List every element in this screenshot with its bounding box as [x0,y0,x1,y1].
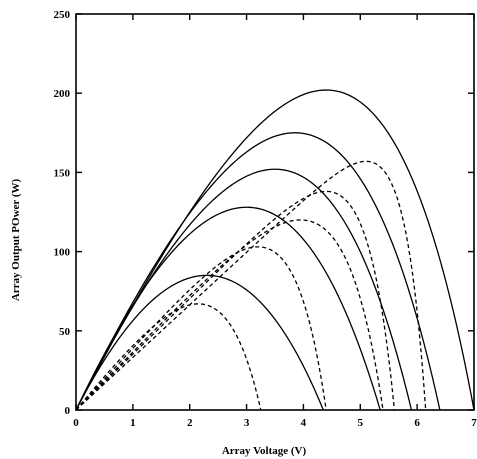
y-tick-label: 150 [54,167,71,179]
x-tick-label: 1 [130,417,136,429]
x-tick-label: 6 [414,417,420,429]
y-tick-label: 50 [59,326,71,338]
x-tick-label: 3 [244,417,250,429]
x-tick-label: 5 [358,417,364,429]
plot-area [75,13,475,411]
dashed-power-curve-6 [75,246,327,411]
solid-power-curve-1 [75,206,381,411]
x-tick-label: 4 [301,417,307,429]
solid-power-curve-2 [75,168,413,411]
y-axis-label: Array Output POwer (W) [10,179,22,302]
dashed-power-curve-7 [75,219,384,411]
y-axis-ticks: 0 50 100 150 200 250 [54,9,474,417]
y-tick-label: 250 [54,9,71,21]
x-tick-label: 7 [471,417,477,429]
x-axis-ticks: 0 1 2 3 4 5 6 7 [73,14,477,429]
x-tick-label: 0 [73,417,79,429]
plot-frame [75,13,475,411]
x-axis-label: Array Voltage (V) [222,445,307,457]
y-tick-label: 100 [54,247,71,259]
y-tick-label: 0 [65,405,71,417]
dashed-power-curve-5 [75,303,262,411]
y-tick-label: 200 [54,88,71,100]
x-tick-label: 2 [187,417,193,429]
dashed-power-curve-9 [75,160,427,411]
dashed-power-curve-8 [75,190,396,411]
solid-power-curve-0 [75,274,324,411]
solid-power-curve-4 [75,89,475,411]
curves-group [75,89,475,411]
solid-power-curve-3 [75,132,441,411]
